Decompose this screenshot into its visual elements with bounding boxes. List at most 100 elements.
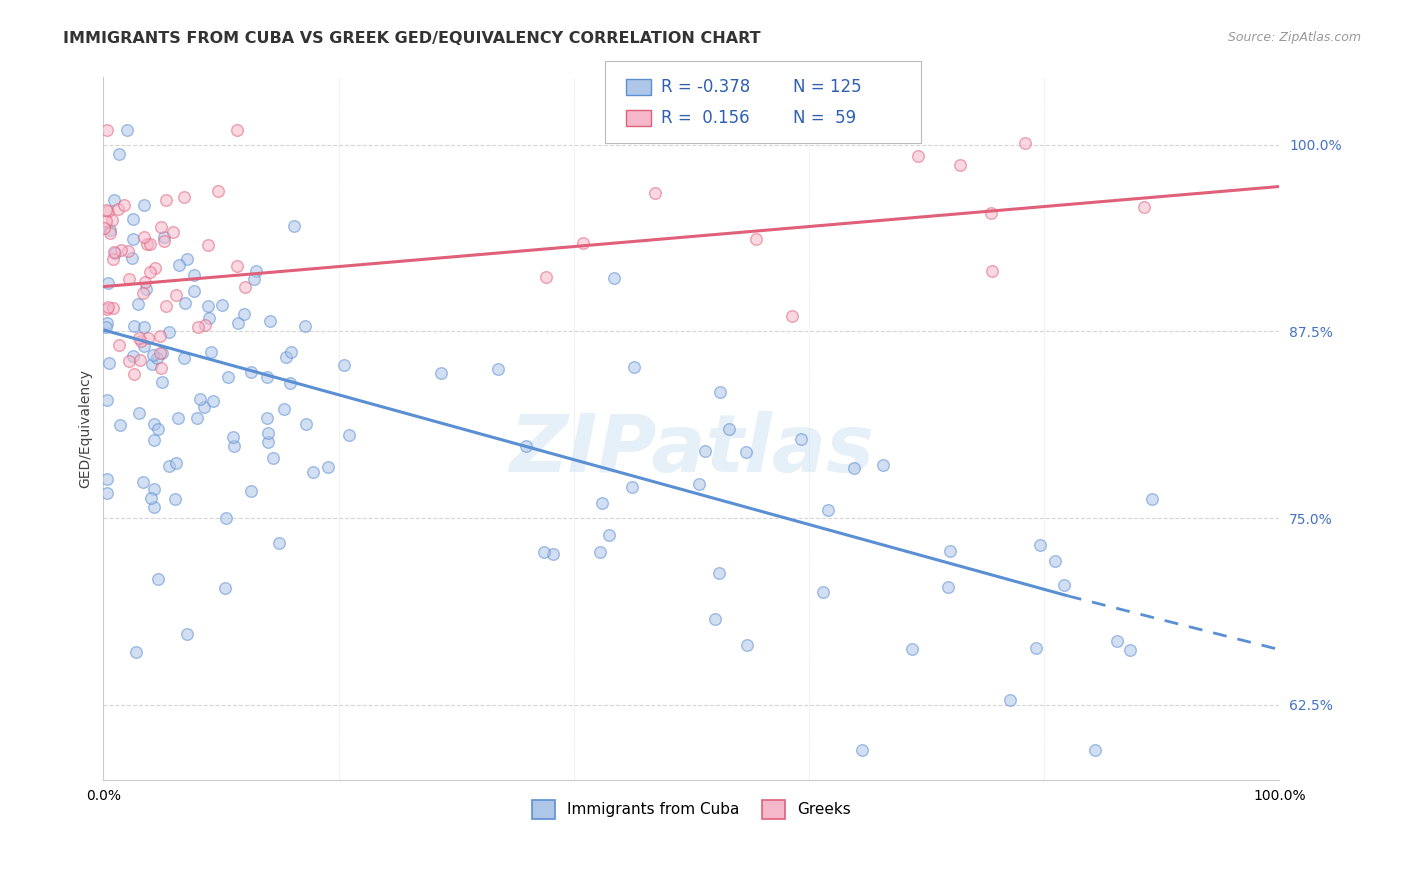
Point	[159, 325, 181, 339]
Text: Source: ZipAtlas.com: Source: ZipAtlas.com	[1227, 31, 1361, 45]
Point	[166, 411, 188, 425]
Point	[145, 351, 167, 365]
Point	[222, 439, 245, 453]
Point	[94, 319, 117, 334]
Text: R =  0.156: R = 0.156	[661, 109, 749, 127]
Point	[176, 252, 198, 266]
Point	[107, 202, 129, 216]
Point	[572, 236, 595, 251]
Point	[598, 527, 620, 541]
Point	[256, 369, 278, 384]
Point	[693, 444, 716, 458]
Point	[188, 392, 211, 406]
Point	[135, 237, 157, 252]
Point	[96, 316, 118, 330]
Point	[688, 477, 710, 491]
Point	[142, 417, 165, 431]
Point	[139, 236, 162, 251]
Point	[980, 264, 1002, 278]
Point	[183, 268, 205, 282]
Point	[429, 366, 451, 380]
Point	[173, 189, 195, 203]
Point	[603, 270, 626, 285]
Point	[110, 417, 132, 432]
Point	[155, 299, 177, 313]
Point	[132, 198, 155, 212]
Point	[94, 203, 117, 218]
Point	[134, 276, 156, 290]
Text: ZIPatlas: ZIPatlas	[509, 410, 875, 489]
Point	[96, 486, 118, 500]
Point	[187, 320, 209, 334]
Point	[333, 358, 356, 372]
Point	[165, 288, 187, 302]
Point	[135, 281, 157, 295]
Point	[121, 251, 143, 265]
Point	[872, 458, 894, 473]
Point	[142, 348, 165, 362]
Point	[256, 411, 278, 425]
Point	[134, 339, 156, 353]
Point	[150, 346, 173, 360]
Point	[122, 368, 145, 382]
Point	[267, 535, 290, 549]
Legend: Immigrants from Cuba, Greeks: Immigrants from Cuba, Greeks	[526, 794, 858, 824]
Point	[243, 272, 266, 286]
Point	[295, 417, 318, 432]
Point	[96, 213, 118, 227]
Point	[139, 491, 162, 506]
Point	[998, 692, 1021, 706]
Point	[98, 222, 121, 236]
Point	[183, 285, 205, 299]
Point	[486, 362, 509, 376]
Point	[245, 264, 267, 278]
Point	[1025, 641, 1047, 656]
Point	[132, 286, 155, 301]
Point	[745, 232, 768, 246]
Point	[96, 122, 118, 136]
Point	[842, 460, 865, 475]
Point	[200, 345, 222, 359]
Point	[197, 237, 219, 252]
Point	[118, 354, 141, 368]
Point	[128, 406, 150, 420]
Point	[280, 344, 302, 359]
Point	[167, 258, 190, 272]
Point	[98, 356, 121, 370]
Point	[101, 213, 124, 227]
Point	[129, 352, 152, 367]
Point	[1053, 578, 1076, 592]
Point	[789, 432, 811, 446]
Point	[541, 547, 564, 561]
Point	[533, 545, 555, 559]
Point	[780, 310, 803, 324]
Point	[198, 311, 221, 326]
Point	[97, 204, 120, 219]
Point	[709, 385, 731, 400]
Point	[851, 743, 873, 757]
Point	[143, 483, 166, 497]
Point	[103, 193, 125, 207]
Text: N = 125: N = 125	[793, 78, 862, 96]
Point	[125, 645, 148, 659]
Point	[142, 500, 165, 514]
Point	[93, 220, 115, 235]
Point	[274, 350, 297, 364]
Point	[141, 357, 163, 371]
Point	[217, 370, 239, 384]
Point	[239, 484, 262, 499]
Point	[176, 626, 198, 640]
Point	[143, 260, 166, 275]
Point	[1014, 136, 1036, 150]
Point	[146, 422, 169, 436]
Point	[704, 611, 727, 625]
Point	[132, 320, 155, 334]
Point	[222, 430, 245, 444]
Point	[127, 297, 149, 311]
Point	[173, 295, 195, 310]
Point	[233, 280, 256, 294]
Point	[283, 219, 305, 233]
Point	[644, 186, 666, 201]
Point	[193, 400, 215, 414]
Y-axis label: GED/Equivalency: GED/Equivalency	[79, 369, 93, 488]
